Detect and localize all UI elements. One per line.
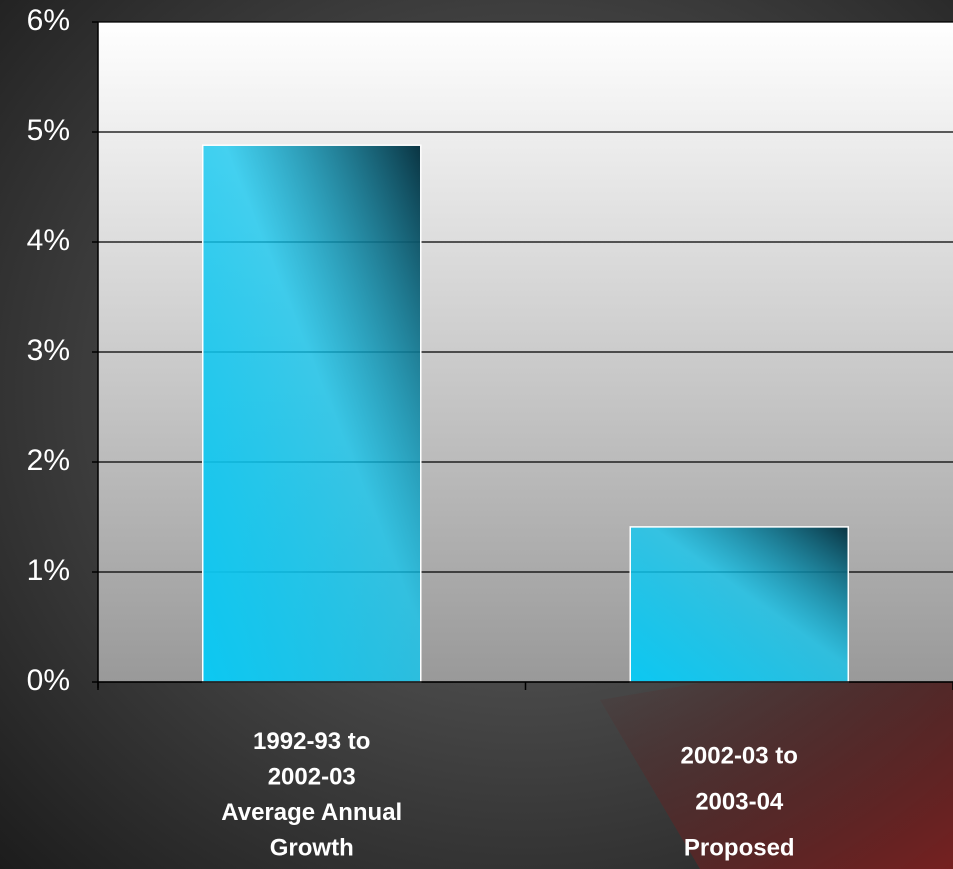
bar — [201, 144, 422, 683]
x-tick-label: 1992-93 to — [253, 728, 370, 755]
x-tick-label: 2003-04 — [695, 788, 784, 815]
x-tick-label: Proposed — [684, 834, 795, 861]
x-tick-label: Average Annual — [221, 799, 402, 826]
y-tick-label: 1% — [27, 554, 70, 587]
labels: 0% 1% 2% 3% 4% 5% 6% 1992-93 to 2002-03 Average A… — [27, 4, 798, 862]
y-tick-label: 0% — [27, 664, 70, 697]
x-tick-label: 2002-03 to — [681, 742, 798, 769]
x-tick-label: Growth — [270, 835, 354, 862]
y-tick-label: 4% — [27, 224, 70, 257]
bars — [201, 144, 850, 683]
y-tick-label: 3% — [27, 334, 70, 367]
y-tick-label: 2% — [27, 444, 70, 477]
y-tick-label: 5% — [27, 114, 70, 147]
bar — [629, 526, 850, 683]
flag-stripe — [600, 640, 953, 869]
y-tick-label: 6% — [27, 4, 70, 37]
x-tick-label: 2002-03 — [268, 764, 356, 791]
